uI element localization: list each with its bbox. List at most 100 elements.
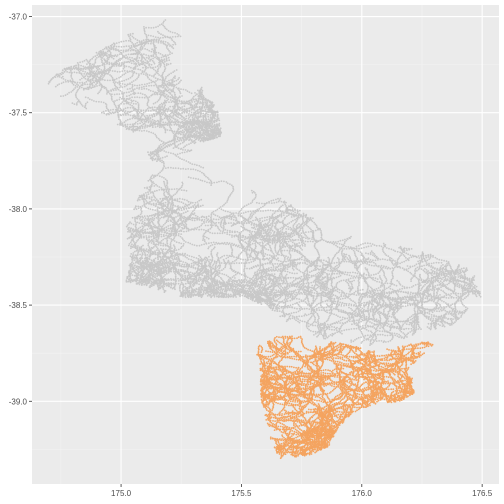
data-point: [360, 342, 363, 344]
data-point: [196, 164, 198, 167]
data-point: [162, 167, 165, 170]
data-point: [151, 151, 154, 154]
data-point: [136, 123, 139, 125]
data-point: [192, 177, 195, 180]
data-point: [337, 240, 340, 243]
data-point: [351, 284, 353, 286]
data-point: [172, 167, 175, 170]
data-point: [361, 307, 364, 310]
data-point: [187, 149, 189, 152]
data-point: [162, 22, 165, 24]
data-point: [441, 322, 444, 325]
data-point: [156, 155, 159, 158]
data-point: [282, 307, 285, 310]
data-point: [169, 44, 172, 47]
data-point: [162, 224, 165, 226]
data-point: [177, 234, 180, 237]
data-point: [177, 35, 179, 38]
data-point: [143, 26, 145, 28]
data-point: [171, 247, 173, 250]
data-point: [366, 334, 369, 337]
data-point: [434, 327, 437, 330]
data-point: [199, 170, 201, 173]
data-point: [153, 150, 156, 153]
data-point: [280, 265, 282, 267]
data-point: [154, 36, 157, 38]
data-point: [443, 306, 445, 308]
data-point: [156, 100, 159, 103]
data-point: [168, 59, 171, 62]
data-point: [178, 89, 181, 92]
data-point: [305, 302, 308, 305]
data-point: [284, 275, 287, 277]
data-point: [210, 215, 213, 217]
data-point: [274, 280, 277, 283]
data-point: [140, 41, 143, 43]
data-point: [413, 274, 416, 276]
data-point: [352, 340, 355, 343]
data-point: [307, 319, 310, 322]
data-point: [447, 313, 450, 315]
data-point: [414, 284, 417, 286]
data-point: [154, 224, 156, 227]
data-point: [209, 127, 211, 130]
data-point: [414, 267, 417, 270]
data-point: [271, 273, 273, 275]
data-point: [365, 246, 368, 248]
data-point: [432, 254, 434, 257]
data-point: [406, 286, 408, 289]
data-point: [432, 318, 435, 320]
data-point: [314, 318, 316, 321]
data-point: [276, 303, 279, 306]
data-point: [233, 269, 235, 272]
data-point: [347, 283, 350, 285]
data-point: [160, 126, 163, 128]
data-point: [320, 230, 322, 232]
data-point: [192, 168, 195, 171]
data-point: [145, 95, 148, 98]
data-point: [353, 279, 355, 282]
data-point: [398, 288, 401, 291]
data-point: [411, 254, 414, 257]
data-point: [210, 266, 213, 269]
data-point: [324, 300, 327, 303]
data-point: [232, 214, 235, 216]
data-point: [438, 258, 441, 261]
data-point: [280, 271, 283, 274]
data-point: [171, 46, 174, 48]
data-point: [115, 45, 118, 48]
data-point: [183, 111, 186, 114]
data-point: [228, 217, 231, 220]
data-point: [421, 281, 424, 284]
data-point: [248, 248, 251, 251]
data-point: [150, 124, 153, 127]
data-point: [353, 327, 355, 330]
data-point: [336, 281, 339, 284]
data-point: [428, 327, 431, 330]
data-point: [193, 142, 196, 145]
data-point: [465, 309, 468, 311]
data-point: [172, 40, 175, 43]
data-point: [294, 211, 296, 214]
data-point: [354, 276, 357, 279]
data-point: [232, 187, 235, 190]
data-point: [216, 136, 219, 139]
data-point: [183, 105, 186, 108]
data-point: [422, 252, 425, 255]
data-point: [167, 48, 169, 51]
data-point: [190, 258, 193, 261]
data-point: [226, 199, 229, 202]
data-point: [268, 254, 271, 256]
data-point: [127, 53, 130, 56]
data-point: [183, 198, 186, 201]
data-point: [338, 330, 341, 333]
data-point: [175, 155, 178, 157]
data-point: [197, 89, 199, 92]
data-point: [341, 332, 343, 335]
data-point: [404, 335, 407, 337]
data-point: [368, 336, 371, 339]
data-point: [211, 122, 214, 125]
data-point: [275, 289, 277, 292]
data-point: [262, 283, 264, 286]
data-point: [377, 333, 379, 336]
